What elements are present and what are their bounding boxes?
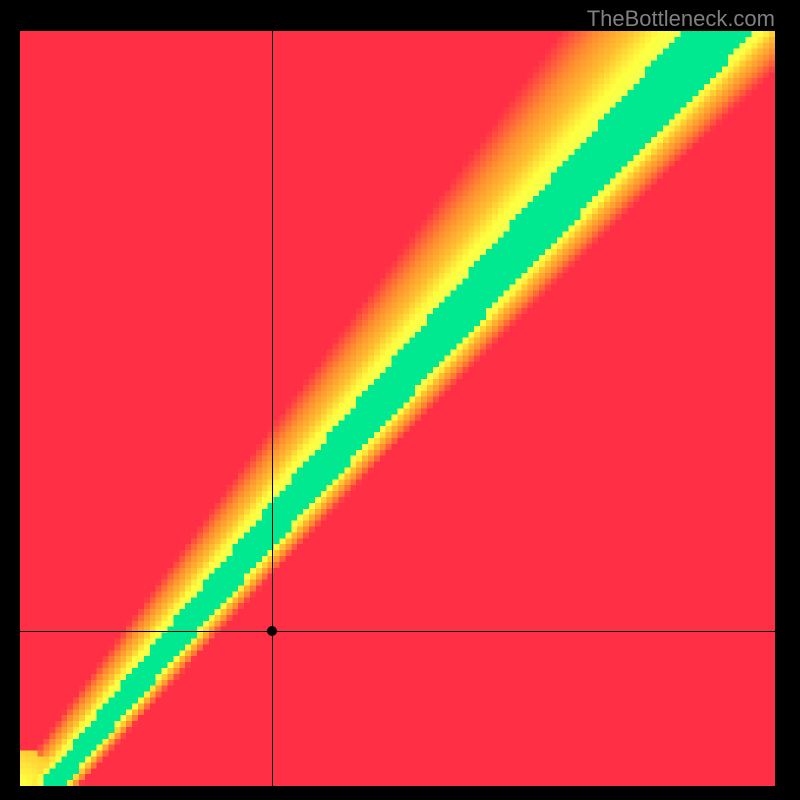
watermark: TheBottleneck.com [587, 6, 775, 32]
crosshair-horizontal [20, 631, 775, 632]
crosshair-vertical [272, 31, 273, 786]
heatmap-canvas [20, 31, 775, 786]
chart-area [20, 31, 775, 786]
crosshair-marker [267, 626, 277, 636]
